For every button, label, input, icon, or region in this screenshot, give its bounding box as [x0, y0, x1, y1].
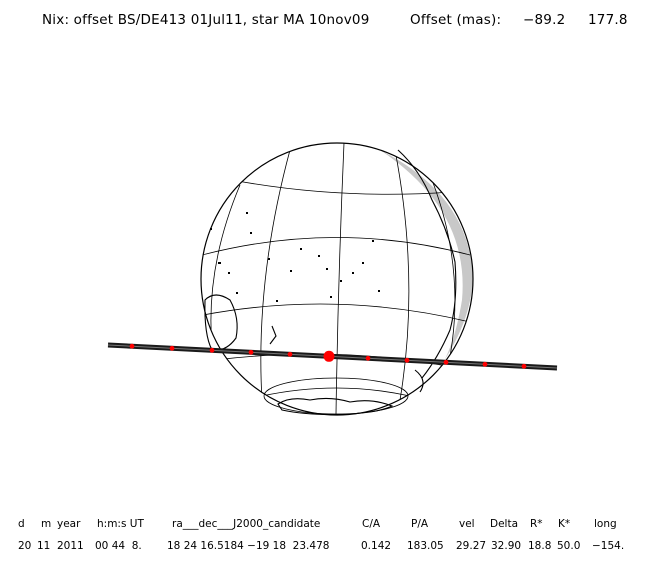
col-header-pa: P/A: [411, 518, 429, 530]
new-zealand-coast: [269, 325, 277, 345]
col-header-k: K*: [558, 518, 571, 530]
cell-pa: 183.05: [407, 540, 444, 552]
meridian-line: [210, 184, 241, 371]
col-header-radec: ra___dec___J2000_candidate: [172, 518, 321, 530]
cell-ca: 0.142: [361, 540, 392, 552]
globe-graticule: [201, 143, 471, 415]
cell-k: 50.0: [557, 540, 581, 552]
track-marker: [209, 347, 215, 353]
track-marker: [129, 343, 135, 349]
pacific-islands: [210, 212, 380, 302]
track-marker: [248, 349, 254, 355]
parallel-line: [202, 303, 471, 323]
col-header-time: h:m:s UT: [97, 518, 144, 530]
offset-dec-value: 177.8: [588, 12, 628, 28]
col-header-r: R*: [530, 518, 543, 530]
plot-title: Nix: offset BS/DE413 01Jul11, star MA 10…: [42, 12, 370, 28]
track-markers: [129, 343, 527, 369]
cell-radec: 18 24 16.5184 −19 18 23.478: [167, 540, 330, 552]
cell-delta: 32.90: [491, 540, 522, 552]
col-header-m: m: [41, 518, 52, 530]
cell-long: −154.: [592, 540, 625, 552]
meridian-line: [260, 149, 291, 401]
track-marker: [404, 357, 410, 363]
plot-title-row: Nix: offset BS/DE413 01Jul11, star MA 10…: [0, 12, 645, 30]
parallel-line: [201, 237, 471, 256]
cell-time: 00 44 8.: [95, 540, 142, 552]
col-header-delta: Delta: [490, 518, 519, 530]
closest-approach-marker: [323, 350, 335, 362]
night-shadow: [380, 150, 473, 380]
cell-year: 2011: [57, 540, 84, 552]
australia-coast: [204, 294, 238, 351]
track-marker: [443, 359, 449, 365]
col-header-ca: C/A: [362, 518, 381, 530]
offset-label: Offset (mas):: [410, 12, 502, 28]
col-header-year: year: [57, 518, 81, 530]
cell-m: 11: [37, 540, 51, 552]
antarctica-coast: [277, 397, 394, 416]
track-marker: [169, 345, 175, 351]
cell-r: 18.8: [528, 540, 552, 552]
track-marker: [482, 361, 488, 367]
col-header-vel: vel: [459, 518, 475, 530]
parallel-line: [231, 179, 453, 195]
track-marker: [365, 355, 371, 361]
cell-d: 20: [18, 540, 32, 552]
cell-vel: 29.27: [456, 540, 487, 552]
offset-ra-value: −89.2: [523, 12, 566, 28]
parallel-line: [261, 387, 411, 397]
coastlines: [204, 149, 457, 416]
meridian-line: [335, 143, 345, 415]
track-marker: [521, 363, 527, 369]
meridian-line: [394, 149, 410, 401]
track-marker: [287, 351, 293, 357]
south-america-tip: [414, 369, 424, 393]
globe-limb: [200, 142, 474, 416]
americas-coast: [397, 149, 457, 379]
col-header-long: long: [594, 518, 617, 530]
col-header-d: d: [18, 518, 25, 530]
